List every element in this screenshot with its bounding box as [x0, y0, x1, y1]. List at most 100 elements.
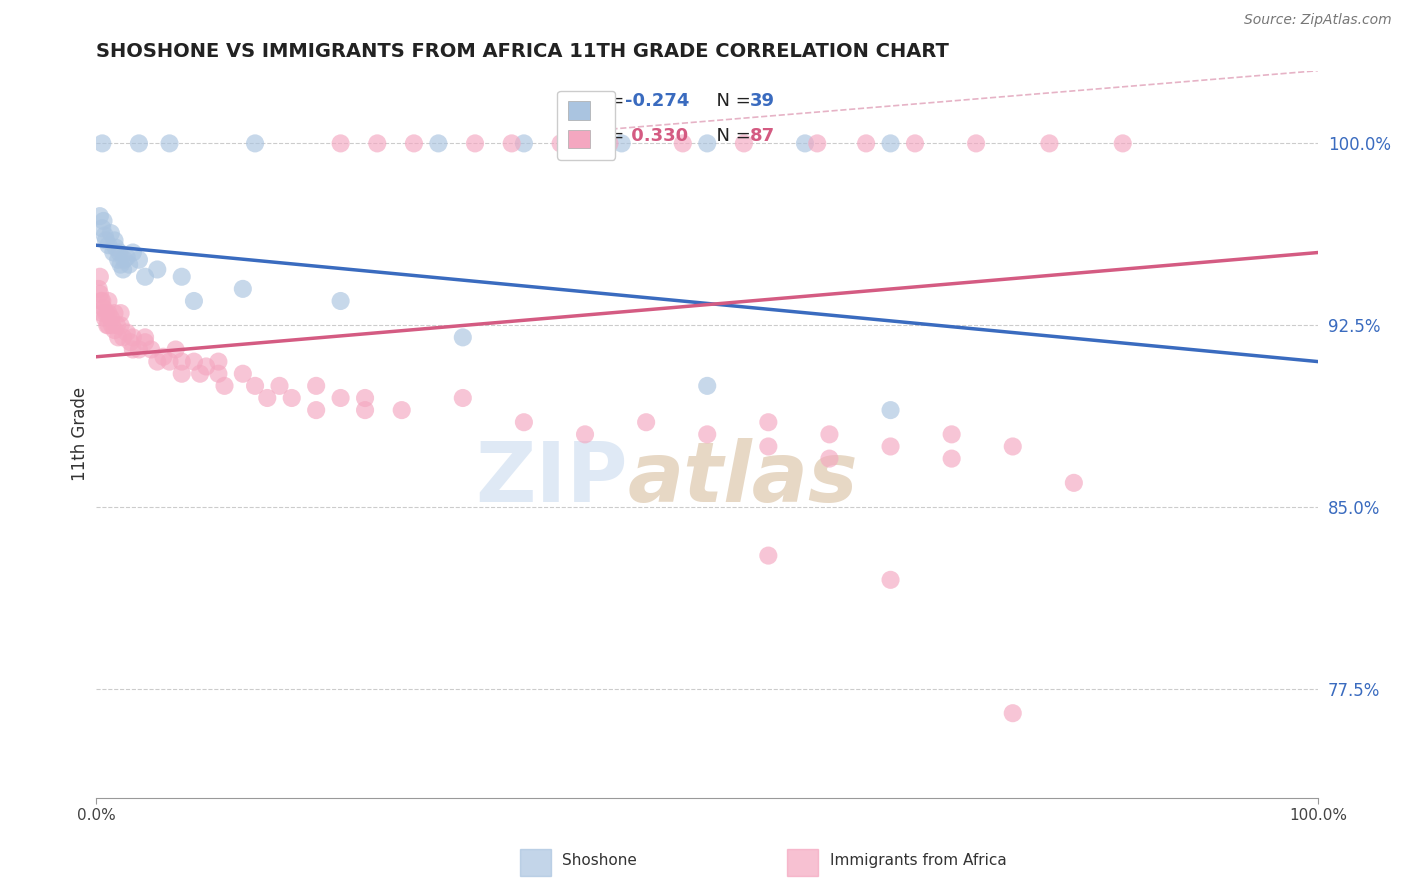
Point	[141, 343, 163, 357]
Point	[107, 330, 129, 344]
Point	[818, 451, 841, 466]
Point	[97, 238, 120, 252]
Point	[165, 343, 187, 357]
Point	[110, 258, 132, 272]
Point	[501, 136, 523, 151]
Point	[232, 367, 254, 381]
Point	[207, 354, 229, 368]
Point	[89, 209, 111, 223]
Point	[93, 214, 115, 228]
Point	[733, 136, 755, 151]
Point	[280, 391, 302, 405]
Point	[121, 343, 143, 357]
Point	[329, 391, 352, 405]
Point	[672, 136, 695, 151]
Point	[104, 241, 127, 255]
Y-axis label: 11th Grade: 11th Grade	[72, 387, 89, 482]
Point	[756, 415, 779, 429]
Point	[451, 391, 474, 405]
Point	[170, 354, 193, 368]
Point	[183, 354, 205, 368]
Point	[232, 282, 254, 296]
Point	[112, 262, 135, 277]
Point	[610, 136, 633, 151]
Point	[879, 136, 901, 151]
Point	[105, 318, 128, 333]
Point	[183, 293, 205, 308]
Point	[87, 282, 110, 296]
Point	[112, 252, 135, 267]
Point	[879, 573, 901, 587]
Point	[794, 136, 817, 151]
Legend: , : ,	[557, 91, 616, 160]
Point	[965, 136, 987, 151]
Point	[152, 350, 174, 364]
Point	[103, 306, 125, 320]
Point	[941, 451, 963, 466]
Point	[103, 323, 125, 337]
Point	[94, 233, 117, 247]
Point	[550, 136, 572, 151]
Point	[170, 269, 193, 284]
Point	[110, 306, 132, 320]
Text: ZIP: ZIP	[475, 437, 628, 518]
Point	[120, 335, 142, 350]
Point	[756, 440, 779, 454]
Point	[256, 391, 278, 405]
Point	[97, 306, 120, 320]
Point	[93, 301, 115, 316]
Point	[110, 318, 132, 333]
Point	[90, 293, 112, 308]
Point	[879, 440, 901, 454]
Text: N =: N =	[704, 128, 756, 145]
Point	[91, 221, 114, 235]
Text: SHOSHONE VS IMMIGRANTS FROM AFRICA 11TH GRADE CORRELATION CHART: SHOSHONE VS IMMIGRANTS FROM AFRICA 11TH …	[96, 42, 949, 61]
Point	[93, 228, 115, 243]
Point	[207, 367, 229, 381]
Point	[128, 343, 150, 357]
Point	[115, 251, 138, 265]
Point	[93, 310, 115, 325]
Point	[89, 269, 111, 284]
Point	[107, 252, 129, 267]
Text: Source: ZipAtlas.com: Source: ZipAtlas.com	[1244, 13, 1392, 28]
Point	[91, 306, 114, 320]
Point	[574, 427, 596, 442]
Point	[329, 293, 352, 308]
Point	[269, 379, 291, 393]
Text: -0.274: -0.274	[626, 92, 690, 111]
Point	[146, 354, 169, 368]
Text: R =: R =	[591, 128, 630, 145]
Point	[146, 262, 169, 277]
Point	[636, 415, 658, 429]
Point	[97, 293, 120, 308]
Point	[354, 391, 377, 405]
Point	[1001, 706, 1024, 721]
Point	[91, 293, 114, 308]
Point	[366, 136, 388, 151]
Point	[696, 427, 718, 442]
Point	[128, 252, 150, 267]
Point	[305, 403, 328, 417]
Point	[115, 326, 138, 340]
Point	[402, 136, 425, 151]
Point	[391, 403, 413, 417]
Point	[756, 549, 779, 563]
Point	[243, 379, 266, 393]
Point	[1038, 136, 1060, 151]
Point	[134, 335, 156, 350]
Point	[464, 136, 486, 151]
Point	[121, 245, 143, 260]
Point	[1063, 475, 1085, 490]
Point	[879, 403, 901, 417]
Point	[100, 226, 122, 240]
Point	[214, 379, 236, 393]
Point	[159, 354, 181, 368]
Point	[188, 367, 211, 381]
Point	[451, 330, 474, 344]
Point	[855, 136, 877, 151]
Point	[904, 136, 927, 151]
Point	[818, 427, 841, 442]
Point	[806, 136, 828, 151]
Point	[97, 318, 120, 333]
